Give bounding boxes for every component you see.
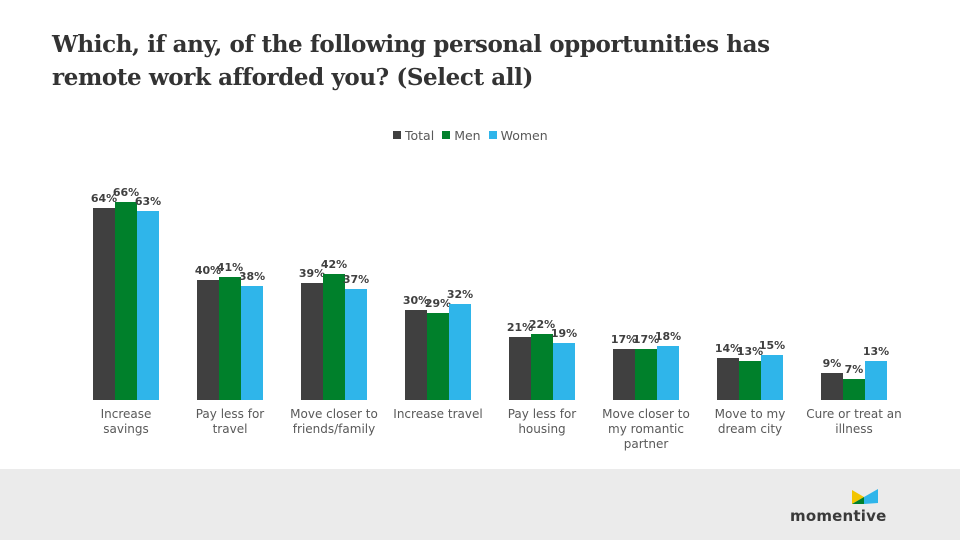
bar-women-7: [761, 355, 783, 400]
legend-item-total: Total: [393, 128, 434, 143]
data-label-women-8: 13%: [863, 345, 889, 358]
data-label-total-6: 17%: [611, 333, 637, 346]
data-label-women-2: 38%: [239, 270, 265, 283]
legend-item-men: Men: [442, 127, 481, 143]
data-label-total-7: 14%: [715, 342, 741, 355]
legend-label-women: Women: [500, 127, 548, 143]
slide-title-line-1: Which, if any, of the following personal…: [52, 31, 770, 58]
data-label-men-7: 13%: [737, 345, 763, 358]
legend-swatch-total: [393, 131, 401, 139]
data-label-men-8: 7%: [845, 363, 864, 376]
data-label-men-1: 66%: [113, 186, 139, 199]
data-label-total-8: 9%: [823, 357, 842, 370]
bar-men-3: [323, 274, 345, 400]
data-label-total-4: 30%: [403, 294, 429, 307]
momentive-logo: momentive: [790, 487, 890, 527]
category-label-6: partner: [624, 437, 669, 451]
data-label-total-2: 40%: [195, 264, 221, 277]
category-label-2: Pay less for: [196, 407, 265, 421]
legend-label-men: Men: [454, 127, 481, 143]
legend-label-total: Total: [405, 127, 435, 143]
category-label-5: housing: [518, 422, 565, 436]
legend-swatch-women: [488, 131, 497, 139]
bar-total-4: [405, 310, 427, 400]
category-label-6: Move closer to: [602, 407, 690, 421]
category-label-7: Move to my: [715, 407, 786, 421]
category-label-4: Increase travel: [393, 407, 482, 421]
bar-total-2: [197, 280, 219, 400]
bar-women-1: [137, 211, 159, 400]
category-label-8: Cure or treat an: [806, 407, 902, 421]
bar-women-4: [449, 304, 471, 400]
data-label-women-3: 37%: [343, 273, 369, 286]
bar-total-8: [821, 373, 843, 400]
data-label-women-1: 63%: [135, 195, 161, 208]
bar-men-5: [531, 334, 553, 400]
bar-men-2: [219, 277, 241, 400]
slide-title: Which, if any, of the following personal…: [52, 28, 832, 94]
bar-total-6: [613, 349, 635, 400]
category-label-3: Move closer to: [290, 407, 378, 421]
data-label-total-3: 39%: [299, 267, 325, 280]
category-label-7: dream city: [718, 422, 782, 436]
data-label-women-7: 15%: [759, 339, 785, 352]
category-label-5: Pay less for: [508, 407, 577, 421]
bar-men-1: [115, 202, 137, 400]
data-label-men-4: 29%: [425, 297, 451, 310]
category-label-3: friends/family: [293, 422, 375, 436]
data-label-total-1: 64%: [91, 192, 117, 205]
bar-women-8: [865, 361, 887, 400]
footer-band: [0, 469, 960, 540]
data-label-men-5: 22%: [529, 318, 555, 331]
data-label-men-6: 17%: [633, 333, 659, 346]
category-label-1: Increase: [101, 407, 152, 421]
chart-legend: Total Men Women: [393, 126, 556, 144]
data-label-women-4: 32%: [447, 288, 473, 301]
data-label-men-2: 41%: [217, 261, 243, 274]
bar-women-2: [241, 286, 263, 400]
bar-total-5: [509, 337, 531, 400]
category-label-1: savings: [103, 422, 149, 436]
data-label-women-5: 19%: [551, 327, 577, 340]
category-label-8: illness: [835, 422, 873, 436]
data-label-total-5: 21%: [507, 321, 533, 334]
bar-women-3: [345, 289, 367, 400]
bar-men-6: [635, 349, 657, 400]
category-label-6: my romantic: [608, 422, 684, 436]
bar-total-3: [301, 283, 323, 400]
slide-title-line-2: remote work afforded you? (Select all): [52, 64, 533, 91]
category-label-2: travel: [213, 422, 248, 436]
bar-men-8: [843, 379, 865, 400]
data-label-women-6: 18%: [655, 330, 681, 343]
bar-total-7: [717, 358, 739, 400]
data-label-men-3: 42%: [321, 258, 347, 271]
legend-swatch-men: [442, 131, 451, 139]
momentive-wordmark: momentive: [790, 507, 887, 525]
bar-women-5: [553, 343, 575, 400]
bar-women-6: [657, 346, 679, 400]
momentive-logo-mark-icon: [852, 489, 878, 504]
bar-total-1: [93, 208, 115, 400]
legend-item-women: Women: [488, 127, 548, 143]
bar-men-7: [739, 361, 761, 400]
bar-men-4: [427, 313, 449, 400]
